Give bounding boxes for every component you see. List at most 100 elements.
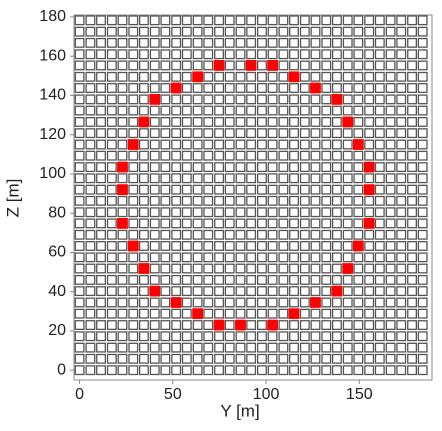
grid-point	[396, 60, 407, 71]
grid-point	[235, 15, 246, 26]
grid-point	[224, 320, 235, 331]
grid-point	[203, 15, 214, 26]
grid-point	[407, 49, 417, 60]
grid-point	[353, 37, 364, 48]
grid-point	[278, 241, 289, 251]
grid-point	[160, 241, 171, 251]
grid-point	[256, 49, 267, 60]
grid-point	[385, 139, 396, 150]
grid-point	[417, 26, 428, 37]
grid-point	[214, 105, 225, 116]
grid-point	[214, 184, 225, 195]
grid-point	[374, 116, 385, 127]
grid-point	[299, 320, 310, 331]
grid-point	[310, 274, 321, 285]
grid-point	[128, 37, 139, 48]
grid-point	[224, 37, 235, 48]
grid-point	[267, 195, 278, 206]
grid-point	[385, 105, 396, 116]
grid-point	[224, 26, 235, 37]
grid-point	[331, 162, 342, 173]
grid-point	[117, 105, 128, 116]
grid-point	[181, 37, 192, 48]
grid-point	[299, 26, 310, 37]
grid-point	[310, 331, 321, 342]
grid-point	[138, 26, 149, 37]
grid-point	[171, 331, 182, 342]
grid-point	[299, 116, 310, 127]
grid-point	[106, 320, 117, 331]
grid-point	[203, 60, 214, 71]
grid-point	[407, 229, 417, 240]
highlight-point	[267, 319, 278, 331]
grid-point	[214, 150, 225, 161]
grid-point	[74, 274, 85, 285]
grid-point	[106, 252, 117, 263]
grid-point	[267, 37, 278, 48]
grid-point	[235, 150, 246, 161]
grid-point	[138, 60, 149, 71]
grid-point	[417, 207, 428, 218]
grid-point	[117, 320, 128, 331]
grid-point	[246, 263, 257, 274]
grid-point	[374, 71, 385, 82]
grid-point	[374, 105, 385, 116]
grid-point	[96, 162, 106, 173]
grid-point	[385, 229, 396, 240]
grid-point	[364, 195, 375, 206]
grid-point	[407, 274, 417, 285]
grid-point	[396, 128, 407, 139]
grid-point	[374, 139, 385, 150]
grid-point	[407, 308, 417, 319]
grid-point	[364, 15, 375, 26]
grid-point	[396, 229, 407, 240]
grid-point	[106, 15, 117, 26]
grid-point	[235, 195, 246, 206]
grid-point	[364, 37, 375, 48]
grid-point	[224, 83, 235, 93]
grid-point	[74, 116, 85, 127]
grid-point	[417, 150, 428, 161]
grid-point	[246, 162, 257, 173]
grid-point	[160, 150, 171, 161]
grid-point	[138, 320, 149, 331]
grid-point	[181, 252, 192, 263]
grid-point	[385, 128, 396, 139]
grid-point	[85, 274, 96, 285]
grid-point	[407, 150, 417, 161]
grid-point	[331, 207, 342, 218]
grid-point	[310, 139, 321, 150]
grid-point	[342, 60, 353, 71]
grid-point	[214, 71, 225, 82]
highlight-point	[117, 161, 128, 173]
grid-point	[407, 128, 417, 139]
grid-point	[407, 195, 417, 206]
grid-point	[149, 252, 160, 263]
highlight-point	[342, 263, 354, 274]
grid-point	[171, 195, 182, 206]
grid-point	[96, 252, 106, 263]
grid-point	[117, 139, 128, 150]
highlight-point	[149, 93, 161, 105]
grid-point	[171, 286, 182, 297]
grid-point	[160, 94, 171, 105]
grid-point	[256, 297, 267, 308]
grid-point	[331, 365, 342, 376]
grid-point	[85, 229, 96, 240]
grid-point	[149, 184, 160, 195]
grid-point	[278, 105, 289, 116]
grid-point	[278, 263, 289, 274]
grid-point	[235, 308, 246, 319]
grid-point	[192, 229, 203, 240]
grid-point	[342, 150, 353, 161]
grid-point	[321, 263, 332, 274]
highlight-point	[235, 319, 246, 331]
grid-point	[117, 173, 128, 184]
grid-point	[106, 60, 117, 71]
grid-point	[385, 162, 396, 173]
grid-point	[342, 207, 353, 218]
grid-point	[235, 139, 246, 150]
grid-point	[385, 49, 396, 60]
grid-point	[149, 195, 160, 206]
grid-point	[385, 173, 396, 184]
